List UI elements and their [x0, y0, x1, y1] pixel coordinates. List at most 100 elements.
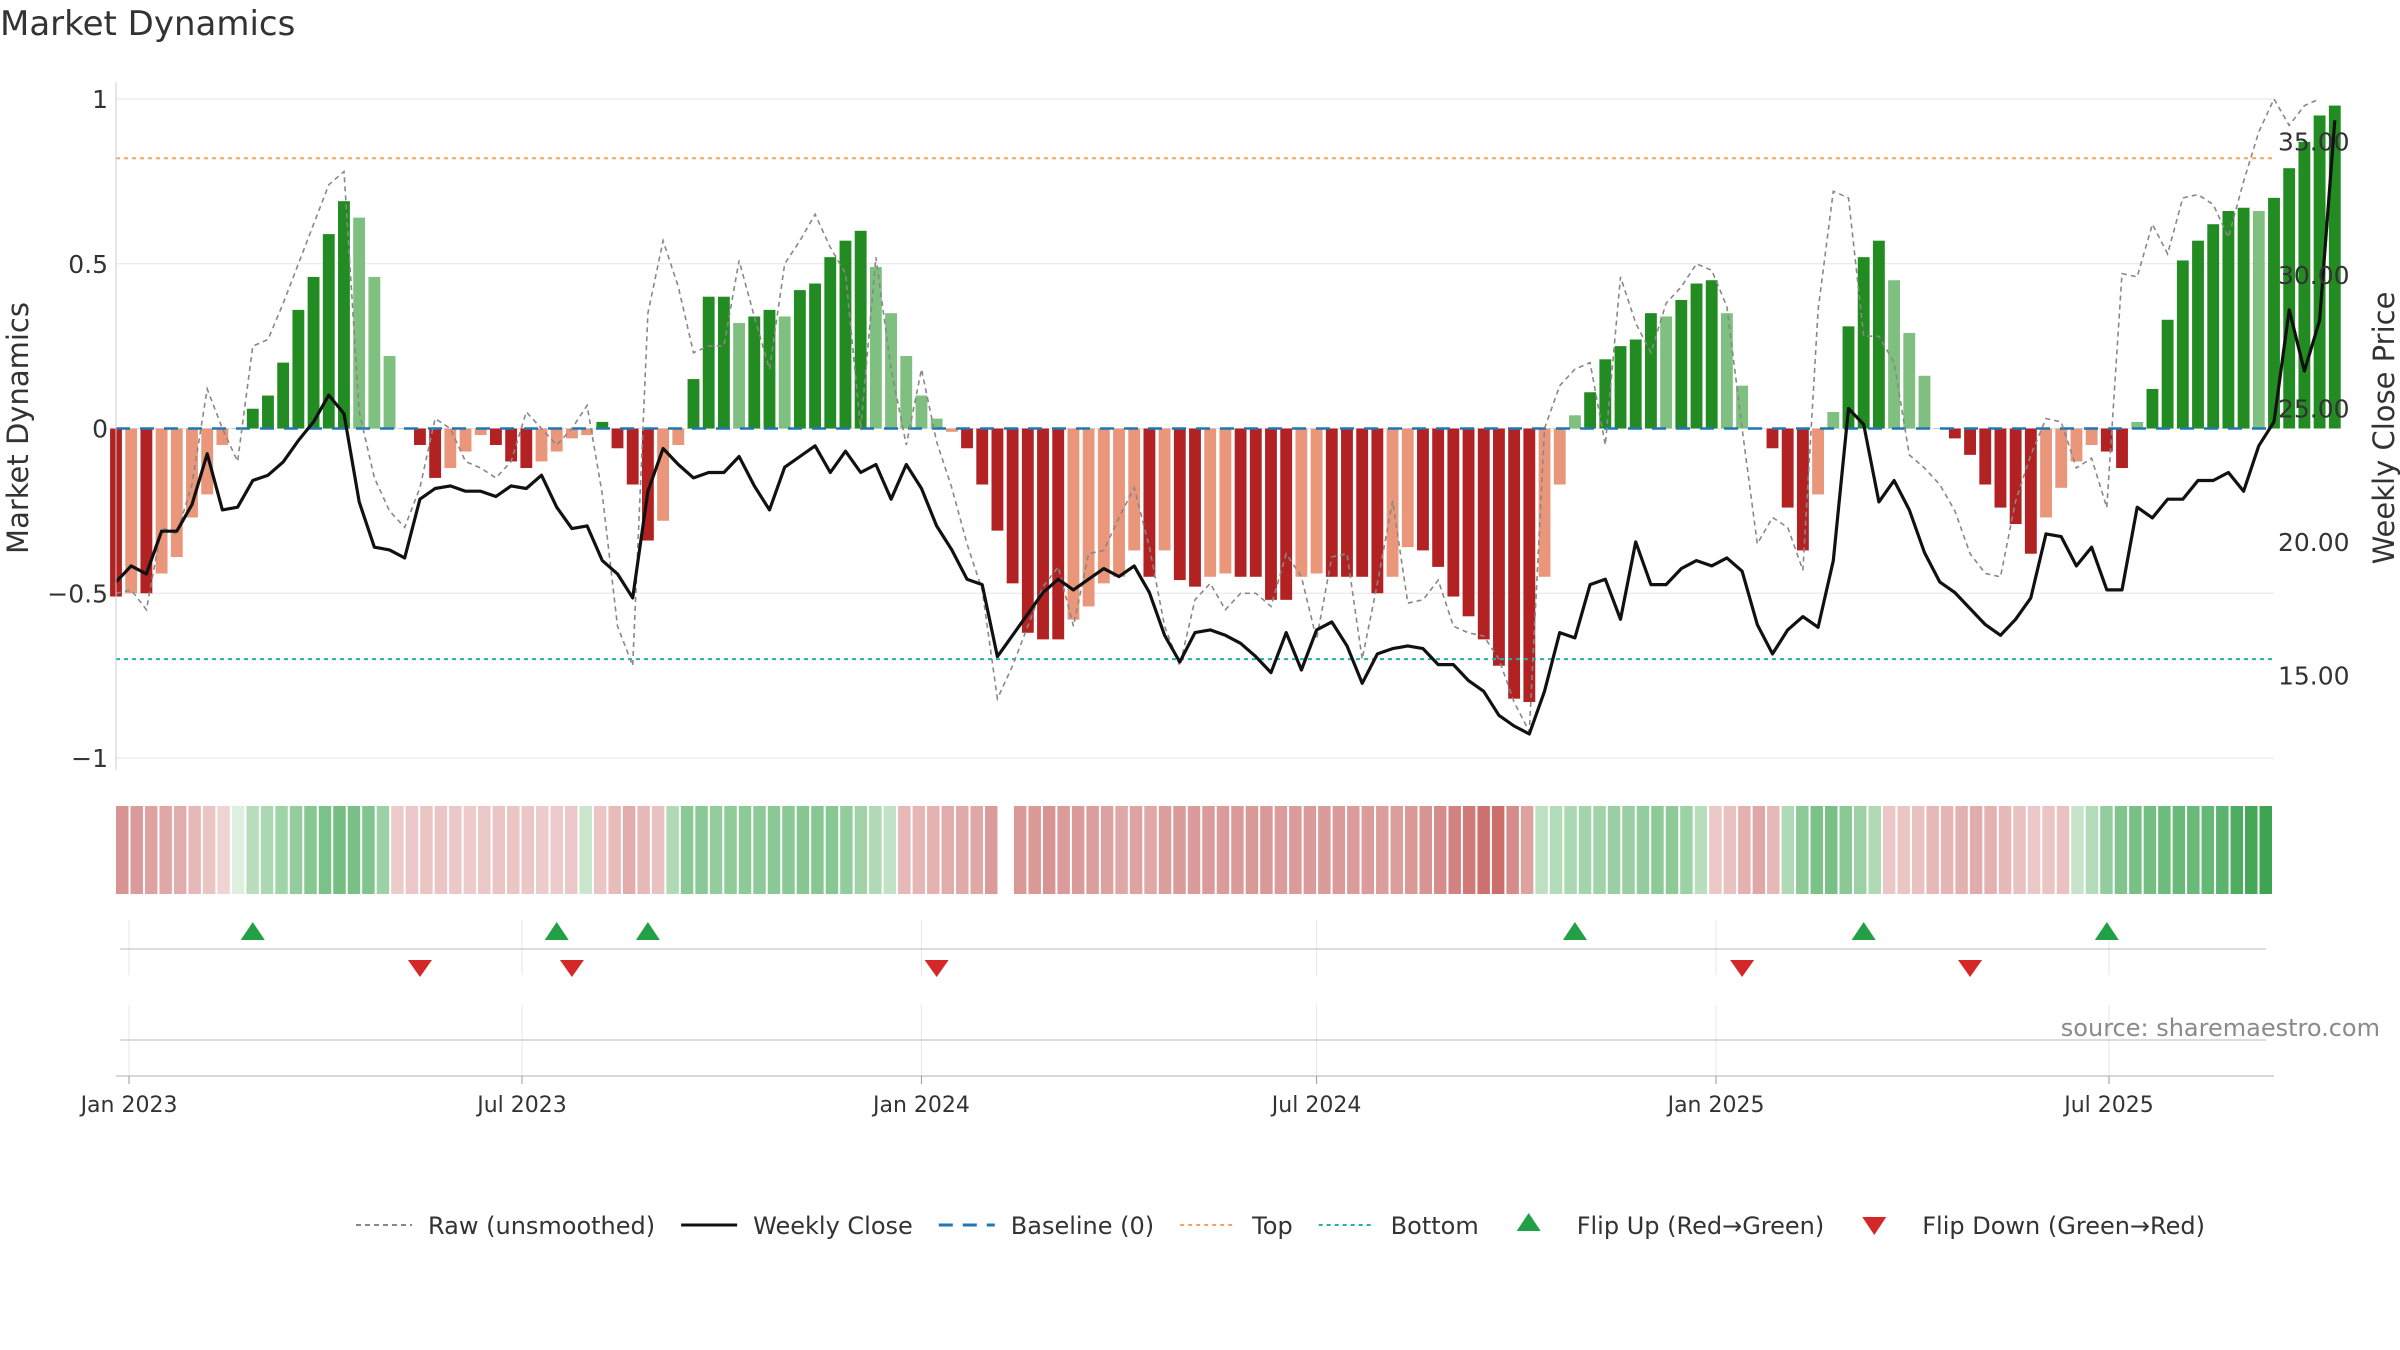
dynamics-bar [2176, 260, 2189, 429]
strip-cell [1665, 806, 1679, 894]
flip-up-marker [1851, 922, 1876, 940]
dynamics-bar [885, 313, 897, 429]
strip-cell [2056, 806, 2070, 894]
strip-cell [1636, 806, 1650, 894]
y-tick-label: 0 [92, 415, 108, 444]
strip-cell [1144, 806, 1157, 894]
dynamics-bar [1812, 428, 1825, 495]
dynamics-bar [793, 290, 806, 429]
strip-cell [116, 806, 129, 894]
dynamics-bar [1903, 332, 1916, 429]
dynamics-bar [1629, 339, 1642, 429]
dynamics-bar [900, 356, 913, 429]
strip-cell [1940, 806, 1954, 894]
dynamics-bar [155, 428, 168, 574]
dynamics-bar [520, 428, 533, 469]
strip-cell [2129, 806, 2142, 894]
dynamics-bar [474, 428, 487, 436]
dynamics-bar [748, 316, 761, 429]
strip-cell [1506, 806, 1519, 894]
dynamics-bar [1113, 428, 1125, 577]
dynamics-bar [1599, 359, 1612, 429]
dynamics-bar [2252, 211, 2265, 429]
strip-cell [202, 806, 216, 894]
x-axis: Jan 2023 Jul 2023 Jan 2024 Jul 2024 Jan 2025… [79, 1075, 2274, 1118]
dynamics-bar [2009, 428, 2022, 525]
dynamics-bar [1158, 428, 1171, 551]
strip-cell [1578, 806, 1592, 894]
dynamics-bar [1584, 392, 1597, 429]
strip-cell [376, 806, 390, 894]
strip-cell [1549, 806, 1563, 894]
y-tick-label: 0.5 [68, 250, 108, 279]
flip-up-icon [1516, 1213, 1541, 1231]
strip-cell [1911, 806, 1925, 894]
dynamics-bar [2268, 197, 2280, 429]
strip-cell [536, 806, 549, 894]
strip-cell [1057, 806, 1070, 894]
strip-cell [1491, 806, 1505, 894]
dynamics-bar [459, 428, 472, 452]
strip-cell [2172, 806, 2186, 894]
chart-title: Market Dynamics [0, 4, 296, 44]
strip-cell [492, 806, 506, 894]
strip-cell [1998, 806, 2012, 894]
grid-layer [116, 98, 2274, 1075]
strip-cell [2187, 806, 2200, 894]
dynamics-bar [854, 230, 867, 429]
strip-cell [1115, 806, 1128, 894]
dynamics-bar [2237, 207, 2250, 429]
strip-cell [1231, 806, 1244, 894]
dynamics-bar [733, 323, 746, 429]
axes-layer: 1 0.5 0 −0.5 −1 35.00 30.00 25.00 20.00 15.00 [47, 82, 2350, 773]
flip-down-marker [1730, 960, 1755, 977]
dynamics-bar [824, 257, 837, 429]
dynamics-bar [201, 428, 214, 495]
dynamics-bar [2085, 428, 2098, 445]
strip-cell [1274, 806, 1288, 894]
dynamics-bar [976, 428, 989, 485]
y2-tick-label: 15.00 [2278, 661, 2350, 690]
dynamics-bar [2024, 428, 2037, 554]
dynamics-bar [1447, 428, 1460, 597]
dynamics-bar [809, 283, 821, 429]
strip-cell [738, 806, 752, 894]
strip-cell [1810, 806, 1824, 894]
strip-cell [2230, 806, 2244, 894]
dynamics-bar [1037, 428, 1049, 640]
strip-cell [2042, 806, 2055, 894]
dynamics-bar [1736, 385, 1749, 429]
flip-up-marker [240, 922, 265, 940]
legend-label: Raw (unsmoothed) [428, 1212, 655, 1240]
strip-cell [1984, 806, 1997, 894]
strip-cell [2114, 806, 2128, 894]
dynamics-bar [2192, 240, 2204, 429]
strip-cell [796, 806, 810, 894]
dynamics-bar [444, 428, 457, 469]
dynamics-bar [1842, 326, 1855, 429]
y-tick-label: −1 [71, 744, 108, 773]
strip-cell [1260, 806, 1273, 894]
strip-cell [1202, 806, 1215, 894]
strip-cell [1969, 806, 1983, 894]
y2-tick-label: 30.00 [2278, 261, 2350, 290]
dynamics-bar [1173, 428, 1186, 581]
strip-cell [1289, 806, 1302, 894]
dynamics-bar [1523, 428, 1536, 702]
dynamics-bar [763, 309, 776, 429]
strip-cell [391, 806, 404, 894]
dynamics-bar [2328, 105, 2341, 429]
strip-cell [1419, 806, 1432, 894]
strip-cell [231, 806, 245, 894]
dynamics-bar [1462, 428, 1475, 617]
flip-up-marker [2094, 922, 2119, 940]
strip-cell [1462, 806, 1476, 894]
legend-item-flip_up: Flip Up (Red→Green) [1516, 1212, 1824, 1240]
x-tick-label: Jan 2023 [79, 1093, 178, 1118]
strip-cell [1564, 806, 1577, 894]
dynamics-bar [611, 428, 624, 449]
flip-up-marker [1562, 922, 1587, 940]
dynamics-bar [1021, 428, 1034, 633]
dynamics-bar [1280, 428, 1293, 600]
